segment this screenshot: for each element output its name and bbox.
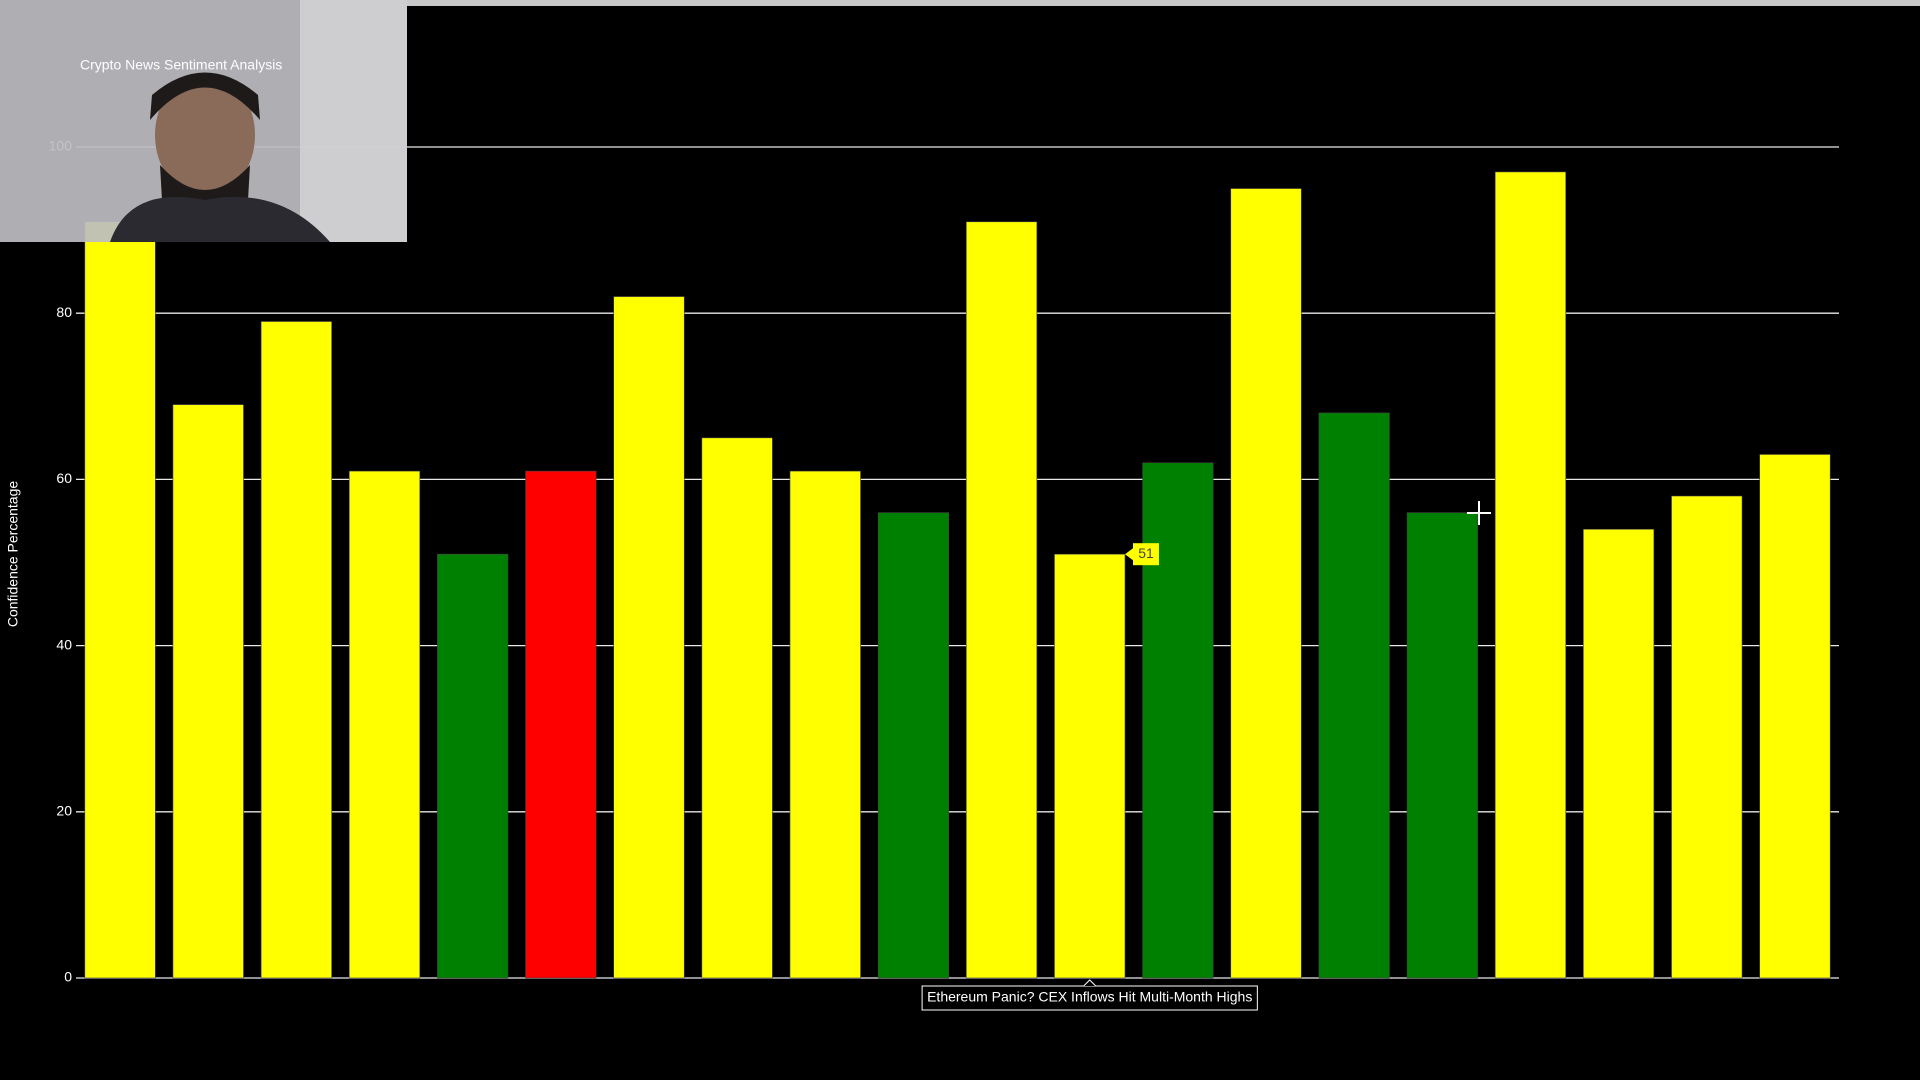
bar <box>613 296 685 979</box>
y-tick-label: 80 <box>56 304 72 320</box>
cursor <box>1467 501 1491 525</box>
bar <box>348 470 421 979</box>
hover-value-box <box>1132 543 1159 566</box>
bar <box>1759 454 1831 979</box>
plot-area: 020406080100 <box>49 138 1839 985</box>
bar <box>877 512 949 979</box>
y-tick-label: 20 <box>56 803 72 819</box>
hover-category-pointer <box>1083 979 1097 987</box>
hover-category-box <box>921 985 1258 1011</box>
bar <box>789 470 861 979</box>
webcam-wall <box>300 0 407 242</box>
bar <box>437 553 509 979</box>
bar <box>1142 462 1214 979</box>
chart-title: Crypto News Sentiment Analysis <box>80 57 282 73</box>
bar <box>966 221 1038 979</box>
hover-value: 51 <box>1138 545 1154 561</box>
webcam-overlay <box>0 0 407 242</box>
bar <box>1230 188 1302 979</box>
bar <box>260 321 332 979</box>
bar <box>1494 171 1567 979</box>
hover-category: Ethereum Panic? CEX Inflows Hit Multi-Mo… <box>927 989 1252 1005</box>
y-tick-label: 40 <box>56 636 72 652</box>
webcam-body <box>110 196 330 242</box>
webcam-face <box>155 73 255 197</box>
bar <box>1671 495 1743 979</box>
bar <box>84 221 156 979</box>
y-tick-label: 0 <box>64 969 72 985</box>
y-tick-label: 60 <box>56 470 72 486</box>
bar <box>1054 553 1126 979</box>
y-axis-title: Confidence Percentage <box>5 481 21 628</box>
bar <box>701 437 773 979</box>
bar <box>525 470 597 979</box>
hover-pointer <box>1124 548 1133 561</box>
webcam-hair <box>150 72 260 120</box>
bar <box>1583 528 1655 979</box>
bar <box>172 404 244 979</box>
bar <box>1406 512 1478 979</box>
browser-strip <box>407 0 1920 6</box>
bar <box>1318 412 1390 979</box>
